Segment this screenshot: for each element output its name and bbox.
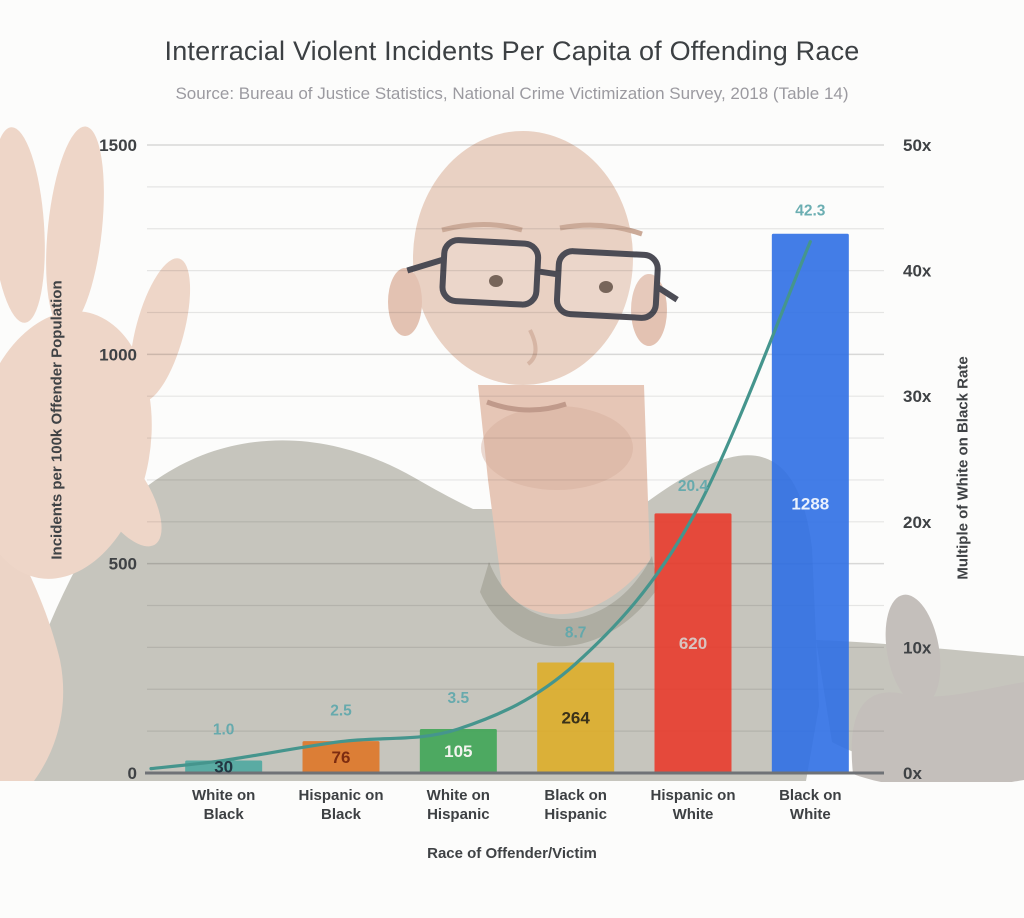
left-axis-tick-label: 1500 bbox=[99, 136, 137, 155]
category-label-black-on-hispanic: Black on Hispanic bbox=[544, 787, 607, 823]
line-value-label: 20.4 bbox=[678, 478, 709, 495]
right-axis-tick-label: 40x bbox=[903, 262, 932, 281]
category-label-white-on-black: White on Black bbox=[192, 787, 255, 823]
bar-value-label: 264 bbox=[561, 709, 590, 728]
line-value-label: 2.5 bbox=[330, 703, 352, 720]
bar-value-label: 105 bbox=[444, 742, 472, 761]
line-value-label: 3.5 bbox=[448, 690, 470, 707]
left-axis-tick-label: 1000 bbox=[99, 345, 137, 364]
chart-title: Interracial Violent Incidents Per Capita… bbox=[164, 36, 860, 66]
collar bbox=[480, 556, 658, 647]
left-arm bbox=[0, 520, 64, 781]
right-eyebrow bbox=[559, 222, 643, 237]
left-eyebrow bbox=[441, 222, 523, 233]
right-axis-tick-label: 0x bbox=[903, 764, 922, 783]
line-value-label: 1.0 bbox=[213, 721, 235, 738]
right-axis-tick-label: 50x bbox=[903, 136, 932, 155]
left-axis-tick-label: 0 bbox=[128, 764, 137, 783]
bar-black-on-white bbox=[771, 233, 849, 774]
neck bbox=[478, 385, 650, 615]
mouth bbox=[486, 399, 567, 413]
right-axis-tick-label: 10x bbox=[903, 638, 932, 657]
right-axis-tick-label: 20x bbox=[903, 513, 932, 532]
right-axis-tick-label: 30x bbox=[903, 387, 932, 406]
left-ear bbox=[388, 268, 422, 336]
bar-white-on-hispanic bbox=[419, 729, 497, 773]
left-eye bbox=[489, 275, 503, 287]
right-eye bbox=[599, 281, 613, 293]
line-value-label: 8.7 bbox=[565, 625, 587, 642]
left-hand bbox=[0, 126, 191, 579]
bar-hispanic-on-white bbox=[654, 513, 732, 773]
chart-source: Source: Bureau of Justice Statistics, Na… bbox=[175, 84, 849, 103]
bar-value-label: 30 bbox=[214, 758, 233, 777]
category-label-hispanic-on-white: Hispanic on White bbox=[650, 787, 735, 823]
left-axis-tick-label: 500 bbox=[109, 555, 137, 574]
x-axis-title: Race of Offender/Victim bbox=[427, 845, 597, 862]
bar-hispanic-on-black bbox=[302, 741, 380, 773]
chin-shadow bbox=[481, 406, 633, 490]
category-label-black-on-white: Black on White bbox=[779, 787, 842, 823]
line-value-label: 42.3 bbox=[795, 203, 826, 220]
right-hand bbox=[851, 594, 1024, 782]
category-label-white-on-hispanic: White on Hispanic bbox=[427, 787, 490, 823]
bar-black-on-hispanic bbox=[537, 662, 615, 773]
background-photo bbox=[0, 126, 1024, 782]
bar-value-label: 1288 bbox=[791, 494, 829, 513]
bar-value-label: 620 bbox=[679, 634, 707, 653]
nose bbox=[526, 329, 538, 366]
right-axis-title: Multiple of White on Black Rate bbox=[954, 356, 972, 580]
left-axis-title: Incidents per 100k Offender Population bbox=[48, 280, 66, 560]
trend-line bbox=[149, 240, 812, 771]
category-label-hispanic-on-black: Hispanic on Black bbox=[298, 787, 383, 823]
bar-value-label: 76 bbox=[332, 748, 351, 767]
head bbox=[413, 131, 633, 385]
